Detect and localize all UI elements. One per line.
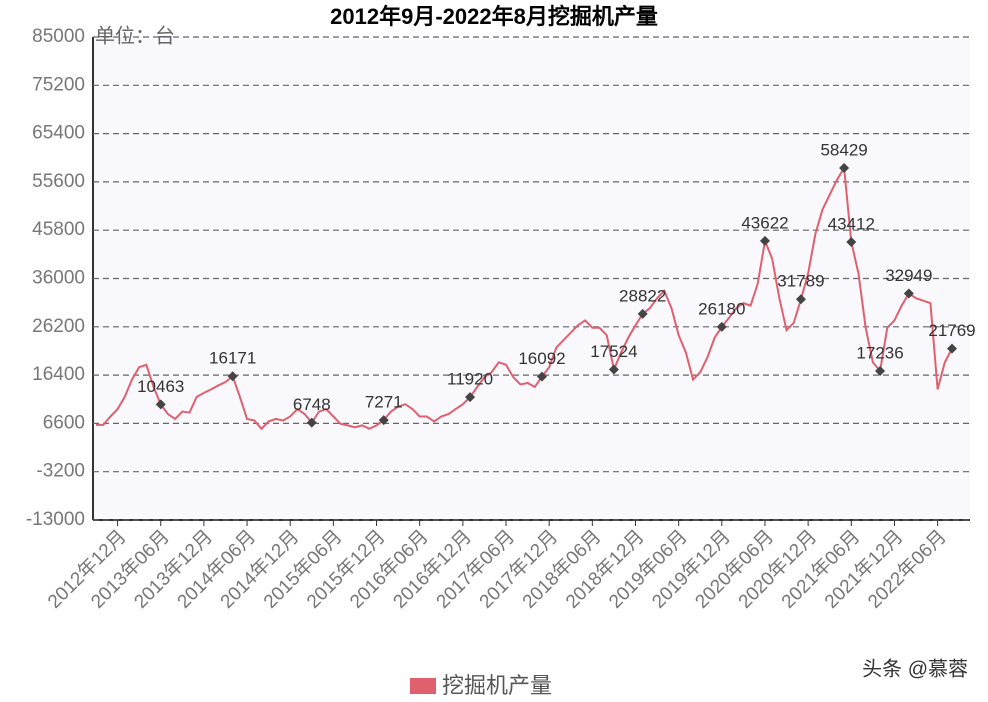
data-label: 26180 bbox=[698, 299, 745, 318]
series-line bbox=[96, 164, 953, 431]
point-marker bbox=[716, 321, 727, 332]
point-marker bbox=[608, 364, 619, 375]
data-label: 43622 bbox=[741, 213, 788, 232]
y-tick-label: 85000 bbox=[32, 26, 85, 47]
y-tick-label: 6600 bbox=[43, 412, 85, 433]
y-tick-label: -13000 bbox=[26, 509, 85, 530]
chart-title: 2012年9月-2022年8月挖掘机产量 bbox=[330, 4, 658, 29]
point-marker bbox=[637, 308, 648, 319]
point-marker bbox=[378, 415, 389, 426]
data-label: 17524 bbox=[590, 342, 637, 361]
y-tick-label: 36000 bbox=[32, 268, 85, 289]
y-tick-label: 16400 bbox=[32, 364, 85, 385]
legend-label: 挖掘机产量 bbox=[442, 673, 552, 698]
data-label: 58429 bbox=[820, 140, 867, 159]
data-label: 16092 bbox=[518, 349, 565, 368]
point-marker bbox=[227, 371, 238, 382]
y-tick-label: 26200 bbox=[32, 316, 85, 337]
y-axis-label: 单位：台 bbox=[95, 24, 175, 47]
data-label: 32949 bbox=[885, 266, 932, 285]
point-marker bbox=[875, 365, 886, 376]
data-label: 10463 bbox=[137, 377, 184, 396]
y-tick-label: 65400 bbox=[32, 123, 85, 144]
data-label: 43412 bbox=[828, 214, 875, 233]
y-tick-label: -3200 bbox=[36, 461, 85, 482]
point-marker bbox=[155, 399, 166, 410]
point-marker bbox=[947, 343, 957, 354]
watermark: 头条 @慕蓉 bbox=[862, 657, 968, 680]
y-tick-label: 75200 bbox=[32, 74, 85, 95]
y-tick-label: 55600 bbox=[32, 171, 85, 192]
point-marker bbox=[846, 236, 857, 247]
point-marker bbox=[759, 235, 770, 246]
point-marker bbox=[839, 162, 850, 173]
data-label: 28822 bbox=[619, 286, 666, 305]
point-marker bbox=[795, 294, 806, 305]
data-label: 21769 bbox=[928, 321, 975, 340]
legend-swatch bbox=[410, 678, 436, 694]
point-marker bbox=[465, 392, 476, 403]
data-label: 16171 bbox=[209, 349, 256, 368]
point-marker bbox=[536, 371, 547, 382]
data-label: 31789 bbox=[777, 272, 824, 291]
data-label: 11920 bbox=[447, 370, 493, 389]
data-label: 6748 bbox=[293, 395, 331, 414]
data-label: 7271 bbox=[365, 393, 403, 412]
y-tick-label: 45800 bbox=[32, 219, 85, 240]
data-label: 17236 bbox=[856, 343, 903, 362]
point-marker bbox=[306, 417, 317, 428]
point-marker bbox=[903, 288, 914, 299]
